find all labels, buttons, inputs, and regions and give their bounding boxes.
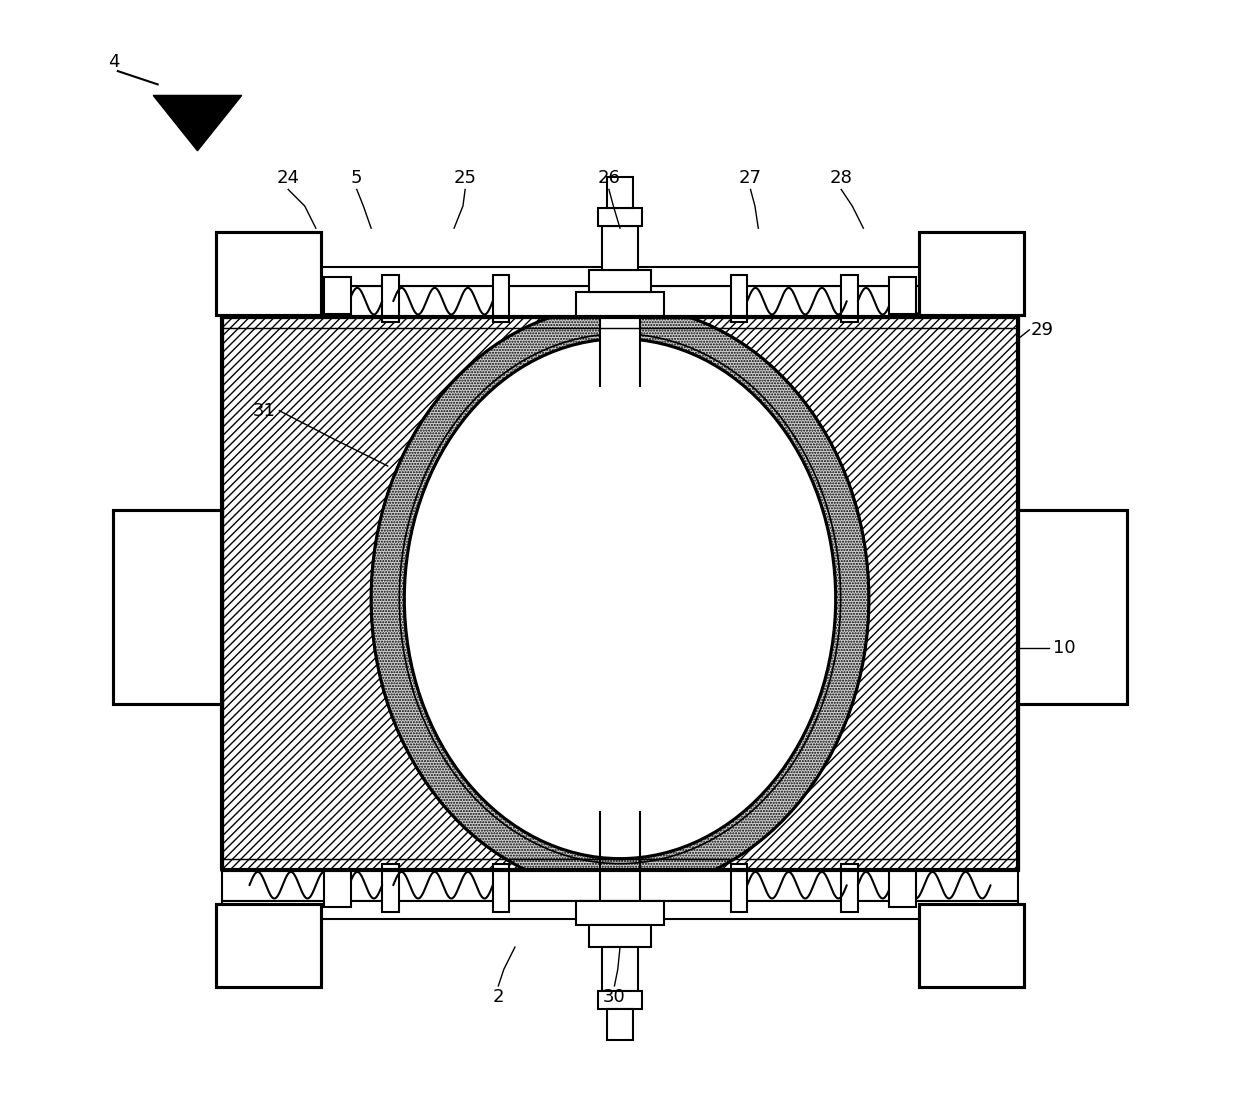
Bar [603,948,637,991]
Text: 25: 25 [454,169,476,187]
Bar [492,865,510,912]
Bar [589,270,651,292]
Bar [606,1009,634,1040]
Text: 31: 31 [253,402,275,420]
Bar [492,274,510,323]
Text: 27: 27 [739,169,763,187]
Bar [730,274,748,323]
Bar [889,278,916,315]
Bar [598,208,642,226]
Bar [575,900,665,925]
Text: 28: 28 [830,169,853,187]
Ellipse shape [371,306,869,892]
Bar [603,226,637,270]
Text: 5: 5 [351,169,362,187]
Bar [598,991,642,1009]
Bar [841,865,858,912]
Ellipse shape [371,306,869,892]
Bar [222,267,1018,286]
Text: 2: 2 [492,988,505,1006]
Bar [730,865,748,912]
Bar [600,900,640,927]
Text: 10: 10 [1053,640,1076,657]
Bar [216,904,321,987]
Text: 29: 29 [1030,321,1054,339]
Polygon shape [154,95,242,151]
Text: 4: 4 [108,54,119,72]
Text: 26: 26 [598,169,620,187]
Bar [919,904,1024,987]
Text: 24: 24 [277,169,300,187]
Bar [222,317,1018,870]
Bar [222,900,1018,920]
Bar [841,274,858,323]
Bar [919,232,1024,315]
Bar [1018,511,1127,703]
Ellipse shape [404,338,836,859]
Bar [382,274,399,323]
Bar [575,292,665,317]
Bar [222,870,1018,900]
Bar [382,865,399,912]
Bar [606,177,634,208]
Bar [889,870,916,907]
Text: 30: 30 [603,988,626,1006]
Bar [589,925,651,948]
Bar [324,870,351,907]
Bar [113,511,222,703]
Bar [600,317,640,377]
Bar [324,278,351,315]
Bar [216,232,321,315]
Bar [222,286,1018,317]
